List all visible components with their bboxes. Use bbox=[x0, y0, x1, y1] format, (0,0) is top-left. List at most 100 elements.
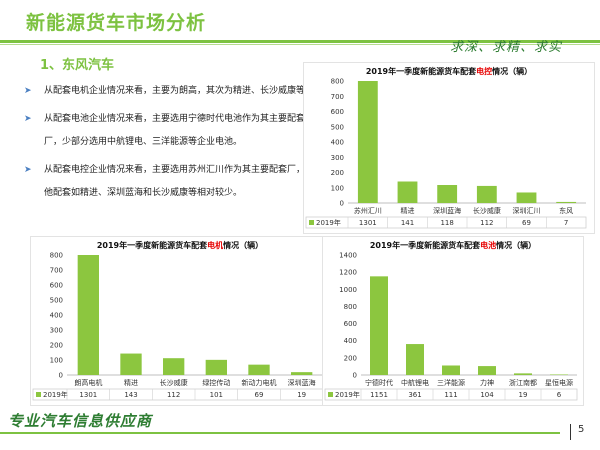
bullet-item: ➤ 从配套电池企业情况来看，主要选用宁德时代电池作为其主要配套厂，少部分选用中航… bbox=[24, 108, 314, 154]
bar bbox=[163, 358, 185, 375]
y-tick-label: 400 bbox=[50, 312, 63, 320]
bar bbox=[516, 192, 537, 203]
bar bbox=[77, 255, 99, 375]
y-tick-label: 800 bbox=[50, 252, 63, 260]
y-tick-label: 300 bbox=[50, 327, 63, 335]
bullet-text: 从配套电机企业情况来看，主要为朗高，其次为精进、长沙威康等。 bbox=[44, 86, 315, 96]
bullet-text: 从配套电池企业情况来看，主要选用宁德时代电池作为其主要配套厂，少部分选用中航锂电… bbox=[44, 114, 306, 147]
bar bbox=[514, 373, 532, 375]
page-title: 新能源货车市场分析 bbox=[26, 12, 207, 34]
motto: 求深、求精、求实 bbox=[450, 40, 563, 55]
y-tick-label: 800 bbox=[344, 303, 357, 311]
x-tick-label: 绿控传动 bbox=[202, 378, 230, 387]
chart-canvas: 0 100 200 300 400 500 600 700 800 朗高电机 精进 长沙威康 绿控传动 新… bbox=[32, 252, 324, 401]
bar bbox=[478, 366, 496, 375]
x-tick-label: 朗高电机 bbox=[74, 378, 102, 387]
y-tick-label: 500 bbox=[331, 123, 344, 131]
bullet-item: ➤ 从配套电机企业情况来看，主要为朗高，其次为精进、长沙威康等。 bbox=[24, 80, 314, 103]
data-value-label: 6 bbox=[557, 391, 562, 399]
bullet-list: ➤ 从配套电机企业情况来看，主要为朗高，其次为精进、长沙威康等。 ➤ 从配套电池… bbox=[24, 80, 314, 210]
x-tick-label: 长沙威康 bbox=[160, 378, 188, 387]
bar bbox=[442, 365, 460, 375]
x-tick-label: 深圳汇川 bbox=[513, 206, 541, 215]
section-heading: 1、东风汽车 bbox=[40, 58, 115, 73]
y-tick-label: 200 bbox=[50, 342, 63, 350]
data-value-label: 69 bbox=[522, 219, 531, 227]
bar bbox=[550, 374, 568, 375]
motor-chart: 2019年一季度新能源货车配套电机情况（辆） 0 100 200 300 400 500 6… bbox=[30, 236, 330, 406]
x-tick-label: 三洋能源 bbox=[437, 378, 465, 387]
data-value-label: 141 bbox=[401, 219, 414, 227]
data-value-label: 19 bbox=[519, 391, 528, 399]
chart-canvas: 0 200 400 600 800 1000 1200 1400 宁德时代 中航锂电 三洋能源 力神 浙… bbox=[324, 252, 578, 401]
y-tick-label: 300 bbox=[331, 154, 344, 162]
chart-title: 2019年一季度新能源货车配套电机情况（辆） bbox=[96, 241, 264, 250]
bar bbox=[476, 185, 497, 203]
y-tick-label: 100 bbox=[331, 184, 344, 192]
legend-swatch bbox=[36, 392, 41, 397]
legend-label: 2019年 bbox=[43, 390, 68, 399]
data-value-label: 19 bbox=[297, 391, 306, 399]
data-table-row bbox=[324, 388, 578, 401]
title-divider bbox=[0, 40, 600, 43]
data-value-label: 104 bbox=[480, 391, 494, 399]
title-divider-thin bbox=[0, 44, 600, 45]
bar bbox=[397, 181, 418, 203]
data-value-label: 112 bbox=[480, 219, 493, 227]
data-value-label: 112 bbox=[167, 391, 180, 399]
arrow-bullet-icon: ➤ bbox=[24, 165, 32, 175]
x-tick-label: 新动力电机 bbox=[242, 378, 277, 387]
y-tick-label: 0 bbox=[59, 372, 63, 380]
x-tick-label: 精进 bbox=[401, 206, 415, 215]
x-tick-label: 力神 bbox=[480, 378, 494, 387]
x-tick-label: 宁德时代 bbox=[365, 378, 393, 387]
x-tick-label: 中航锂电 bbox=[401, 378, 429, 387]
bar bbox=[205, 359, 227, 375]
bar bbox=[357, 81, 378, 203]
page-separator bbox=[570, 424, 571, 440]
y-tick-label: 600 bbox=[344, 320, 357, 328]
x-tick-label: 深圳蓝海 bbox=[288, 378, 316, 387]
bar bbox=[248, 364, 270, 375]
x-tick-label: 长沙威康 bbox=[473, 206, 501, 215]
y-tick-label: 500 bbox=[50, 297, 63, 305]
footer-divider bbox=[0, 432, 560, 434]
arrow-bullet-icon: ➤ bbox=[24, 86, 32, 96]
y-tick-label: 0 bbox=[353, 372, 357, 380]
data-value-label: 111 bbox=[444, 391, 457, 399]
x-tick-label: 深圳蓝海 bbox=[433, 206, 461, 215]
legend-label: 2019年 bbox=[316, 218, 341, 227]
data-value-label: 1301 bbox=[359, 219, 377, 227]
y-tick-label: 0 bbox=[340, 200, 344, 208]
bullet-item: ➤ 从配套电控企业情况来看，主要选用苏州汇川作为其主要配套厂，其他配套如精进、深… bbox=[24, 159, 314, 205]
y-tick-label: 200 bbox=[331, 169, 344, 177]
y-tick-label: 1400 bbox=[339, 252, 357, 260]
bar bbox=[370, 276, 388, 375]
data-value-label: 1301 bbox=[79, 391, 97, 399]
x-tick-label: 东风 bbox=[559, 206, 573, 215]
data-value-label: 361 bbox=[408, 391, 421, 399]
y-tick-label: 400 bbox=[344, 337, 357, 345]
bar bbox=[556, 201, 577, 203]
data-value-label: 69 bbox=[255, 391, 264, 399]
page-number: 5 bbox=[578, 424, 585, 435]
data-value-label: 101 bbox=[210, 391, 223, 399]
data-value-label: 7 bbox=[564, 219, 568, 227]
data-value-label: 118 bbox=[440, 219, 453, 227]
y-tick-label: 1000 bbox=[339, 286, 357, 294]
data-table-row bbox=[305, 216, 587, 229]
y-tick-label: 100 bbox=[50, 357, 63, 365]
bar bbox=[437, 185, 458, 203]
x-tick-label: 精进 bbox=[124, 378, 138, 387]
chart-title: 2019年一季度新能源货车配套电池情况（辆） bbox=[369, 241, 537, 250]
x-tick-label: 浙江南都 bbox=[509, 378, 537, 387]
y-tick-label: 800 bbox=[331, 78, 344, 86]
y-tick-label: 600 bbox=[50, 282, 63, 290]
legend-swatch bbox=[328, 392, 333, 397]
chart-canvas: 0 100 200 300 400 500 600 700 800 苏州汇川 精进 深圳蓝海 长沙威康 深… bbox=[305, 78, 587, 229]
battery-chart: 2019年一季度新能源货车配套电池情况（辆） 0 200 400 600 800 1000… bbox=[322, 236, 584, 406]
bar bbox=[120, 353, 142, 375]
x-tick-label: 苏州汇川 bbox=[354, 206, 382, 215]
y-tick-label: 700 bbox=[331, 93, 344, 101]
